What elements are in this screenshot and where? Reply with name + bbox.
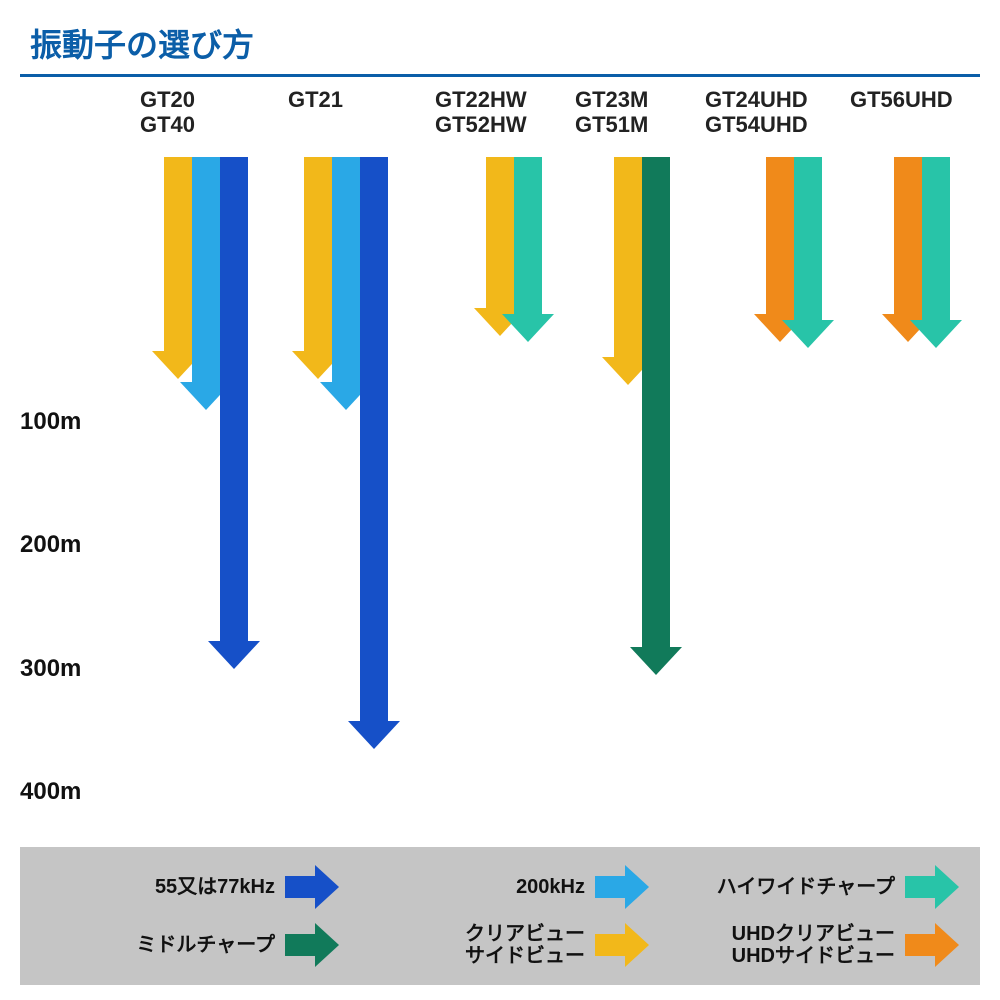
- legend-item: クリアビューサイドビュー: [350, 923, 650, 967]
- chart-area: 100m 200m 300m 400m GT20GT40 GT21 GT22HWGT52HW…: [20, 77, 980, 827]
- depth-arrow: [502, 157, 554, 342]
- legend-grid: 55又は77kHz 200kHz ハイワイドチャープミドルチャープ クリアビューサイド…: [40, 865, 960, 967]
- legend-item: 55又は77kHz: [40, 865, 340, 909]
- page-title: 振動子の選び方: [20, 20, 980, 77]
- legend-arrow-icon: [285, 923, 340, 967]
- legend-item: UHDクリアビューUHDサイドビュー: [660, 923, 960, 967]
- legend-arrow-icon: [905, 923, 960, 967]
- legend-label: UHDクリアビューUHDサイドビュー: [732, 923, 895, 967]
- depth-arrow: [348, 157, 400, 749]
- legend-item: ミドルチャープ: [40, 923, 340, 967]
- depth-arrow: [208, 157, 260, 669]
- column-header-gt24_54: GT24UHDGT54UHD: [705, 87, 808, 138]
- legend-arrow-icon: [595, 865, 650, 909]
- legend-arrow-icon: [595, 923, 650, 967]
- column-header-gt20_40: GT20GT40: [140, 87, 195, 138]
- y-axis-label: 200m: [20, 531, 81, 559]
- column-header-gt56: GT56UHD: [850, 87, 953, 112]
- legend-box: 55又は77kHz 200kHz ハイワイドチャープミドルチャープ クリアビューサイド…: [20, 847, 980, 985]
- legend-label: ミドルチャープ: [136, 934, 275, 956]
- column-header-gt22_52: GT22HWGT52HW: [435, 87, 527, 138]
- legend-label: クリアビューサイドビュー: [465, 923, 585, 967]
- column-header-gt21: GT21: [288, 87, 343, 112]
- legend-arrow-icon: [905, 865, 960, 909]
- legend-arrow-icon: [285, 865, 340, 909]
- column-header-gt23_51: GT23MGT51M: [575, 87, 648, 138]
- depth-arrow: [910, 157, 962, 348]
- legend-item: 200kHz: [350, 865, 650, 909]
- y-axis-label: 400m: [20, 778, 81, 806]
- legend-label: 200kHz: [516, 876, 585, 898]
- legend-item: ハイワイドチャープ: [660, 865, 960, 909]
- legend-label: ハイワイドチャープ: [717, 876, 895, 898]
- container: 振動子の選び方 100m 200m 300m 400m GT20GT40 GT21 GT22…: [0, 0, 1000, 1000]
- y-axis-label: 100m: [20, 408, 81, 436]
- legend-label: 55又は77kHz: [155, 876, 275, 898]
- depth-arrow: [782, 157, 834, 348]
- depth-arrow: [630, 157, 682, 675]
- y-axis-label: 300m: [20, 655, 81, 683]
